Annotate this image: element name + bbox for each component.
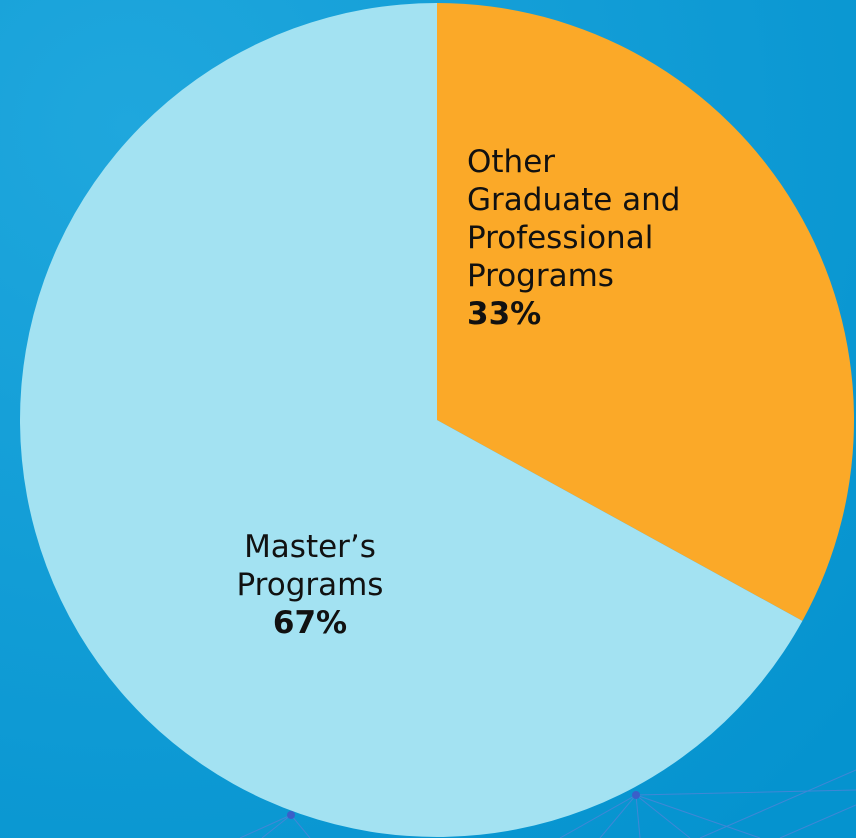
slice-label-line: Programs	[467, 258, 614, 294]
slice-label-line: Professional	[467, 220, 654, 256]
slice-percent-label: 33%	[467, 296, 542, 332]
network-node	[632, 791, 640, 799]
slice-label-line: Master’s	[244, 529, 376, 565]
slice-label-other: Other Graduate and Professional Programs…	[467, 143, 681, 333]
pie-slices	[19, 3, 854, 837]
pie-slice-1	[19, 3, 803, 837]
network-lines	[239, 769, 856, 838]
network-node	[287, 811, 295, 819]
slice-label-line: Graduate and	[467, 182, 681, 218]
slice-percent-label: 67%	[272, 605, 348, 641]
pie-slice-0	[437, 3, 854, 621]
slice-label-line: Programs	[236, 567, 384, 603]
slice-label-line: Other	[467, 144, 556, 180]
slice-label-masters: Master’s Programs 67%	[200, 528, 420, 642]
